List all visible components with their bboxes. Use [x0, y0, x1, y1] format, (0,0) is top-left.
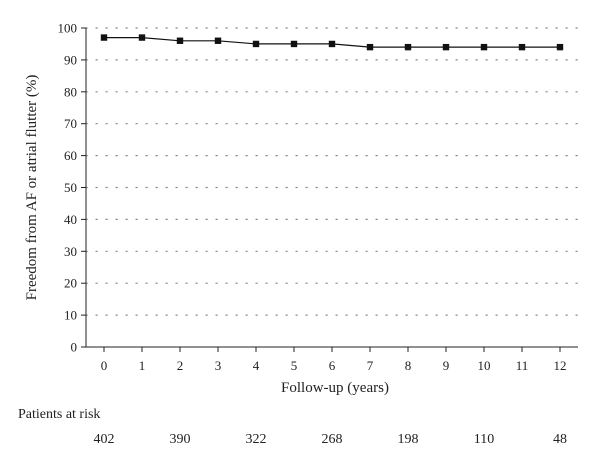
data-point-2 [176, 37, 184, 44]
x-tick-label-2: 2 [177, 358, 184, 373]
data-point-1 [138, 34, 146, 41]
y-axis-title: Freedom from AF or atrial flutter (%) [24, 75, 40, 301]
y-tick-label-50: 50 [64, 180, 77, 195]
data-point-9 [442, 43, 450, 51]
x-tick-label-7: 7 [367, 358, 374, 373]
risk-count-year-2: 390 [170, 432, 191, 447]
x-tick-label-5: 5 [291, 358, 298, 373]
x-tick-label-0: 0 [101, 358, 108, 373]
x-tick-label-11: 11 [516, 358, 529, 373]
x-tick-label-8: 8 [405, 358, 412, 373]
x-tick-label-12: 12 [554, 358, 567, 373]
grid-lines [85, 27, 579, 316]
patients-at-risk-row: 402 390 322 268 198 110 48 [94, 432, 568, 447]
x-tick-label-9: 9 [443, 358, 450, 373]
x-tick-label-6: 6 [329, 358, 336, 373]
x-tick-label-1: 1 [139, 358, 146, 373]
series-layer [100, 34, 564, 51]
data-point-10 [480, 43, 488, 51]
x-tick-label-10: 10 [478, 358, 491, 373]
data-point-11 [518, 43, 526, 51]
data-point-7 [366, 43, 374, 51]
y-tick-label-90: 90 [64, 52, 77, 67]
y-tick-label-10: 10 [64, 308, 77, 323]
y-tick-label-40: 40 [64, 212, 77, 227]
x-axis-ticks: 0 1 2 3 4 5 6 7 8 9 10 11 12 [101, 347, 567, 373]
risk-count-year-10: 110 [474, 432, 494, 447]
risk-count-year-0: 402 [94, 432, 115, 447]
data-point-3 [214, 37, 222, 44]
patients-at-risk-title: Patients at risk [18, 407, 100, 422]
axes [85, 28, 578, 348]
data-point-0 [100, 34, 108, 41]
x-axis-title: Follow-up (years) [281, 380, 389, 396]
risk-count-year-8: 198 [398, 432, 419, 447]
y-tick-label-30: 30 [64, 244, 77, 259]
y-tick-label-0: 0 [71, 340, 78, 355]
x-tick-label-3: 3 [215, 358, 222, 373]
risk-count-year-12: 48 [553, 432, 567, 447]
y-axis-ticks: 0 10 20 30 40 50 60 70 80 90 100 [58, 21, 86, 355]
y-tick-label-70: 70 [64, 116, 77, 131]
y-tick-label-60: 60 [64, 148, 77, 163]
y-tick-label-20: 20 [64, 276, 77, 291]
data-point-8 [404, 43, 412, 51]
x-tick-label-4: 4 [253, 358, 260, 373]
risk-count-year-4: 322 [246, 432, 267, 447]
data-point-4 [252, 40, 260, 48]
data-point-5 [290, 40, 298, 48]
y-tick-label-100: 100 [58, 21, 78, 36]
data-point-6 [328, 40, 336, 48]
risk-count-year-6: 268 [322, 432, 343, 447]
y-tick-label-80: 80 [64, 84, 77, 99]
data-point-12 [556, 43, 564, 51]
